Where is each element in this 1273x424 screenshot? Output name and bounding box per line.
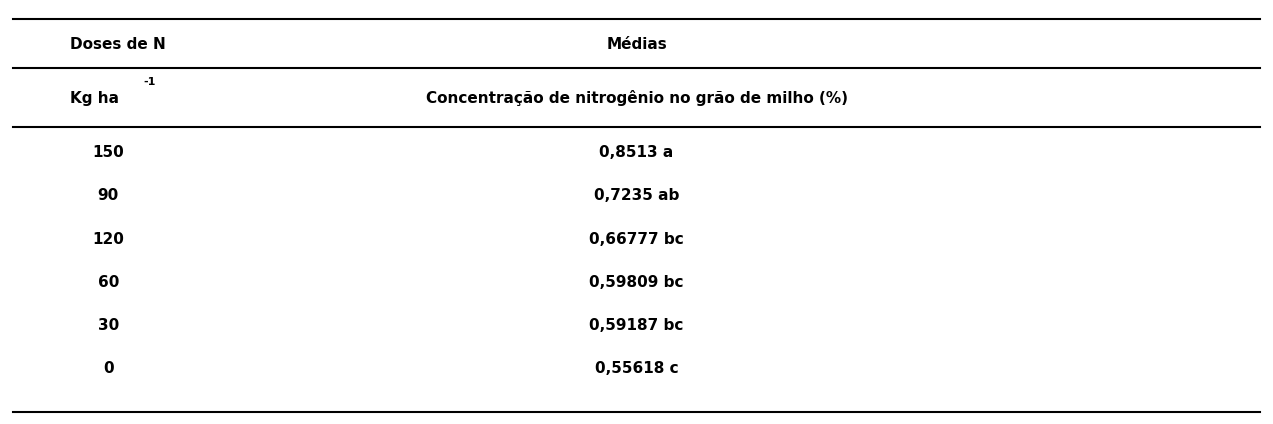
Text: 0,55618 c: 0,55618 c [594, 361, 679, 377]
Text: 0: 0 [103, 361, 113, 377]
Text: 90: 90 [98, 188, 118, 204]
Text: 120: 120 [92, 232, 125, 247]
Text: -1: -1 [144, 77, 157, 87]
Text: Doses de N: Doses de N [70, 37, 165, 52]
Text: 0,8513 a: 0,8513 a [600, 145, 673, 160]
Text: Médias: Médias [606, 37, 667, 52]
Text: 0,59809 bc: 0,59809 bc [589, 275, 684, 290]
Text: 150: 150 [93, 145, 123, 160]
Text: 60: 60 [98, 275, 118, 290]
Text: 30: 30 [98, 318, 118, 333]
Text: 0,59187 bc: 0,59187 bc [589, 318, 684, 333]
Text: 0,7235 ab: 0,7235 ab [593, 188, 680, 204]
Text: Concentração de nitrogênio no grão de milho (%): Concentração de nitrogênio no grão de mi… [425, 90, 848, 106]
Text: 0,66777 bc: 0,66777 bc [589, 232, 684, 247]
Text: Kg ha: Kg ha [70, 91, 118, 106]
